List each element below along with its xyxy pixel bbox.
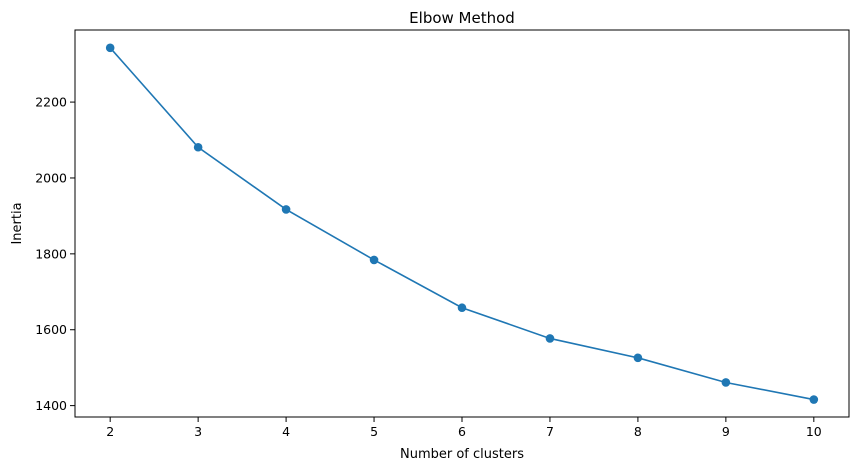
x-axis-label: Number of clusters [400,447,524,462]
data-point [633,353,643,363]
data-point [369,255,379,265]
plot-frame [74,29,850,418]
y-tick-label: 2000 [35,170,67,185]
chart-title: Elbow Method [409,9,515,27]
x-tick-label: 5 [370,424,378,439]
x-tick-label: 2 [106,424,114,439]
y-axis-label: Inertia [10,202,25,244]
data-point [105,43,115,53]
y-tick-label: 1400 [35,398,67,413]
x-tick-label: 10 [806,424,822,439]
y-tick-label: 1800 [35,246,67,261]
y-tick-label: 2200 [35,95,67,110]
data-point [809,395,819,404]
data-point [545,334,555,343]
x-tick-label: 8 [634,424,642,439]
x-tick-label: 3 [194,424,202,439]
y-tick-label: 1600 [35,322,67,337]
x-tick-label: 6 [458,424,466,439]
series-layer [105,43,819,404]
series-line [109,47,814,401]
data-point [193,142,203,152]
x-tick-label: 9 [722,424,730,439]
data-point [457,303,467,313]
x-tick-label: 7 [546,424,554,439]
plot-area: 2 3 4 5 6 7 8 9 10 1400 1600 1800 2000 2200 [35,29,850,439]
data-point [281,205,291,214]
y-axis: 1400 1600 1800 2000 2200 [35,95,75,413]
x-axis: 2 3 4 5 6 7 8 9 10 [106,417,822,439]
x-tick-label: 4 [282,424,290,439]
data-point [721,378,731,387]
